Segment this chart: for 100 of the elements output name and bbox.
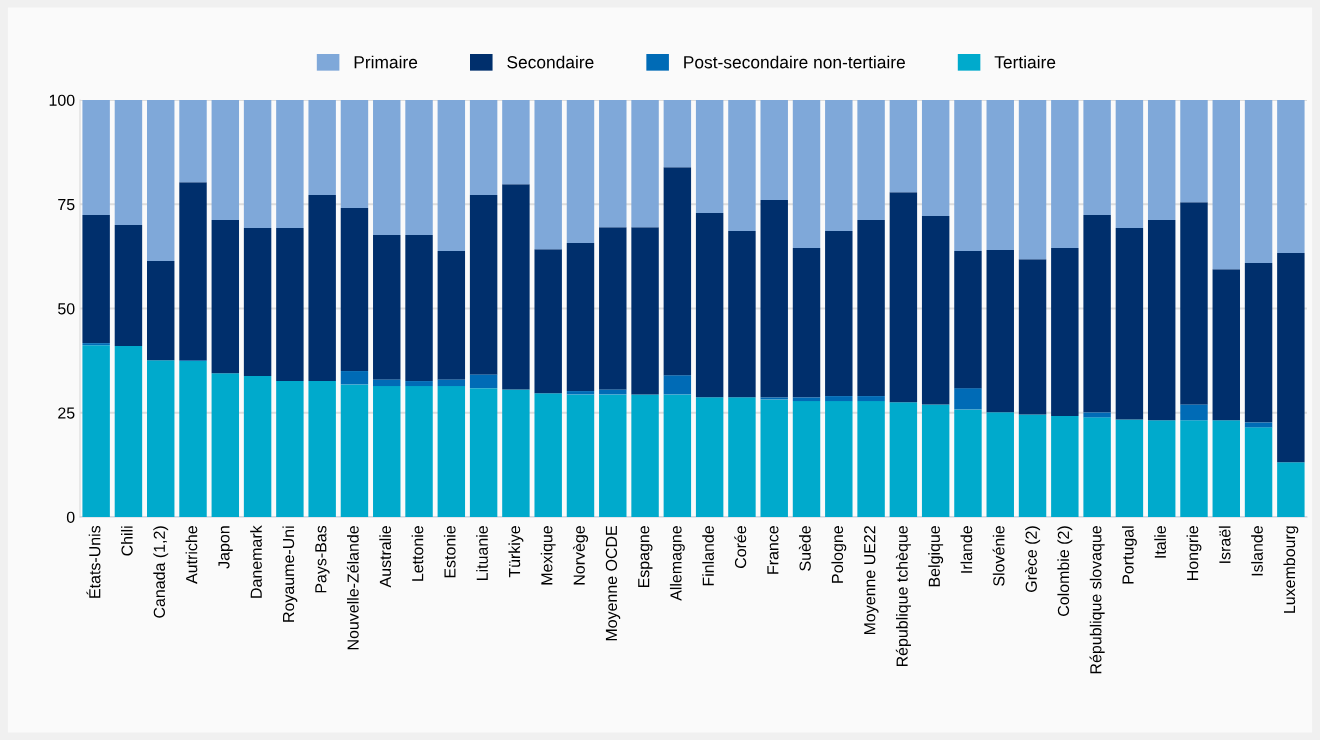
x-tick-label: Autriche (185, 526, 198, 584)
bar (663, 375, 692, 395)
bar (437, 250, 466, 380)
bar (340, 100, 369, 208)
bar (728, 100, 756, 231)
bar (663, 167, 692, 376)
bar (179, 182, 207, 361)
bar (243, 376, 272, 517)
bar (954, 388, 982, 410)
x-tick-label: Pologne (831, 526, 847, 583)
x-tick-label: Belgique (928, 526, 944, 587)
bar (1244, 422, 1273, 428)
bar (728, 397, 756, 517)
bar (469, 374, 498, 389)
bar (857, 396, 885, 402)
bar (211, 100, 240, 221)
x-tick-label: Moyenne UE22 (864, 526, 879, 635)
x-tick-label: Moyenne OCDE (605, 526, 621, 641)
bar (179, 361, 207, 517)
bar (1244, 427, 1273, 517)
bar (857, 401, 885, 517)
bar (695, 213, 724, 398)
x-tick-label: Türkiye (508, 526, 524, 578)
y-tick-label: 25 (58, 407, 75, 419)
x-tick-label: Grèce (2) (1025, 526, 1041, 592)
bar (1051, 248, 1079, 417)
x-tick-label: Espagne (638, 526, 653, 588)
bar (276, 381, 304, 517)
bar (308, 381, 336, 517)
bar (82, 215, 110, 344)
bar (1018, 259, 1047, 415)
bar (82, 345, 110, 517)
bar (405, 100, 433, 236)
x-tick-label: Lettonie (411, 526, 424, 581)
bar (82, 343, 110, 346)
bar (792, 397, 821, 402)
bar (1115, 228, 1144, 420)
bar (1083, 417, 1111, 517)
x-tick-label: République tchèque (895, 526, 911, 667)
bar (1018, 414, 1047, 517)
bar (1115, 100, 1144, 229)
x-tick-label: France (767, 526, 779, 574)
x-tick-label: Allemagne (669, 526, 685, 601)
bar (1244, 100, 1273, 264)
bar (728, 230, 756, 398)
bar (889, 100, 918, 193)
x-tick-label: Nouvelle-Zélande (346, 526, 359, 650)
x-tick-label: Mexique (540, 526, 556, 585)
bar (825, 401, 853, 517)
bar (1212, 100, 1240, 270)
bar (1180, 420, 1208, 517)
bar (1180, 404, 1208, 421)
bar (147, 260, 175, 361)
bar (792, 248, 821, 398)
x-tick-label: Finlande (702, 526, 714, 586)
bar (405, 386, 433, 517)
bar (1147, 100, 1176, 221)
bar (276, 228, 304, 382)
bar (599, 227, 627, 390)
bar (986, 100, 1014, 251)
x-tick-label: Corée (734, 526, 747, 569)
bar (147, 100, 175, 261)
bar (308, 100, 336, 196)
bar (502, 389, 530, 517)
bar (469, 100, 498, 196)
bar (534, 249, 562, 394)
bar (1083, 215, 1111, 413)
legend-label: Secondaire (507, 55, 594, 69)
bar (986, 250, 1014, 413)
bar (566, 100, 595, 244)
bar (437, 100, 466, 251)
x-tick-label: Slovénie (992, 526, 1005, 586)
x-tick-label: Colombie (2) (1057, 526, 1073, 616)
x-tick-label: Norvège (572, 526, 589, 585)
bar (695, 397, 724, 517)
bar (373, 379, 401, 387)
bar (340, 371, 369, 385)
bar (1115, 419, 1144, 517)
bar (114, 100, 143, 226)
x-tick-label: Danemark (250, 525, 262, 598)
x-tick-label: Pays-Bas (315, 525, 330, 593)
x-tick-label: Japon (218, 526, 233, 569)
bar (1083, 100, 1111, 216)
bar (1083, 412, 1111, 418)
bar (921, 215, 950, 405)
bar (792, 401, 821, 517)
bar (599, 100, 627, 228)
bar (1051, 416, 1079, 517)
bar (954, 100, 982, 251)
bar (1018, 100, 1047, 260)
bar (760, 399, 788, 517)
x-tick-label: Chili (120, 526, 133, 556)
bar (211, 373, 240, 517)
bar (760, 200, 788, 398)
bar (308, 195, 336, 382)
x-tick-label: Israël (1218, 526, 1231, 563)
bar (114, 225, 143, 347)
bar (954, 409, 982, 517)
bar (469, 388, 498, 517)
bar (1180, 202, 1208, 405)
